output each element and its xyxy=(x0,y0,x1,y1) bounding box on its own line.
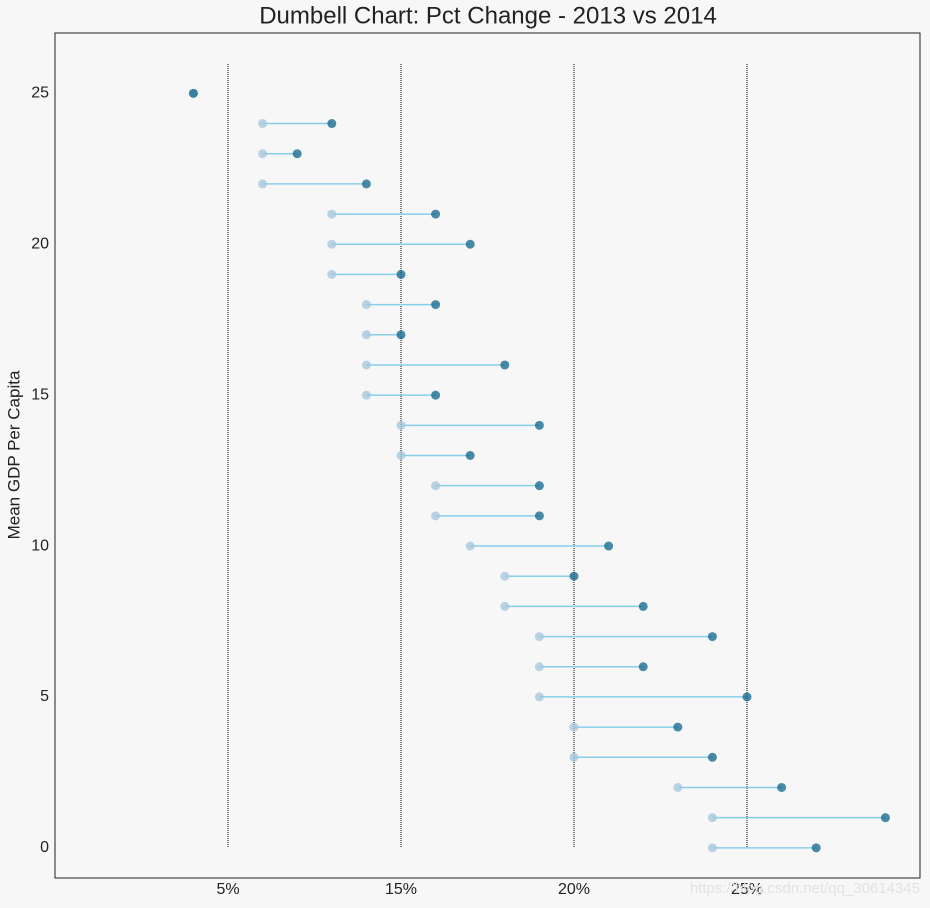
dot xyxy=(465,451,475,460)
dot xyxy=(534,511,544,521)
y-tick-label: 0 xyxy=(40,839,49,856)
dot xyxy=(534,632,544,642)
plot-frame xyxy=(54,32,921,879)
dot xyxy=(707,813,717,823)
dot xyxy=(880,813,890,823)
dot xyxy=(327,209,337,219)
x-tick-label: 20% xyxy=(558,881,590,898)
dot xyxy=(327,119,337,129)
dot xyxy=(361,390,371,400)
y-tick-label: 10 xyxy=(31,537,49,554)
dot xyxy=(500,571,510,581)
dot xyxy=(188,88,198,98)
dot xyxy=(673,722,683,732)
dot xyxy=(396,269,406,279)
dot xyxy=(500,360,510,370)
dot xyxy=(604,541,614,551)
dot xyxy=(361,179,371,189)
dot xyxy=(431,209,441,219)
dot xyxy=(396,420,406,430)
dot xyxy=(327,239,337,249)
dot xyxy=(707,843,717,853)
y-tick-label: 15 xyxy=(31,386,49,403)
dot xyxy=(500,601,510,611)
dot xyxy=(465,541,475,551)
dot xyxy=(811,843,821,853)
dot xyxy=(361,330,371,340)
y-tick-label: 25 xyxy=(31,85,49,102)
y-axis-label: Mean GDP Per Capita xyxy=(4,370,23,539)
dot xyxy=(292,149,302,159)
dot xyxy=(569,752,579,762)
dot xyxy=(707,752,717,762)
dot xyxy=(638,601,648,611)
dot xyxy=(534,662,544,672)
dot xyxy=(361,360,371,370)
dot xyxy=(569,722,579,732)
dot xyxy=(431,511,441,521)
dot xyxy=(534,692,544,702)
chart-title: Dumbell Chart: Pct Change - 2013 vs 2014 xyxy=(259,2,717,29)
y-tick-label: 20 xyxy=(31,235,49,252)
dot xyxy=(258,149,268,159)
dot xyxy=(258,119,268,129)
dot xyxy=(431,300,441,310)
x-tick-label: 5% xyxy=(216,881,239,898)
dot xyxy=(431,390,441,400)
dot xyxy=(638,662,648,672)
dot xyxy=(327,269,337,279)
dot xyxy=(465,239,475,249)
dot xyxy=(534,481,544,491)
dot xyxy=(673,782,683,792)
dot xyxy=(569,571,579,581)
x-tick-label: 15% xyxy=(385,881,417,898)
dot xyxy=(534,420,544,430)
dot xyxy=(707,632,717,642)
dot xyxy=(396,451,406,460)
dot xyxy=(742,692,752,702)
dot xyxy=(777,782,787,792)
dot xyxy=(258,179,268,189)
dot xyxy=(396,330,406,340)
watermark: https://blog.csdn.net/qq_30614345 xyxy=(690,880,920,897)
x-tick-label: 25% xyxy=(731,881,763,898)
y-tick-label: 5 xyxy=(40,688,49,705)
dot xyxy=(431,481,441,491)
dot xyxy=(361,300,371,310)
